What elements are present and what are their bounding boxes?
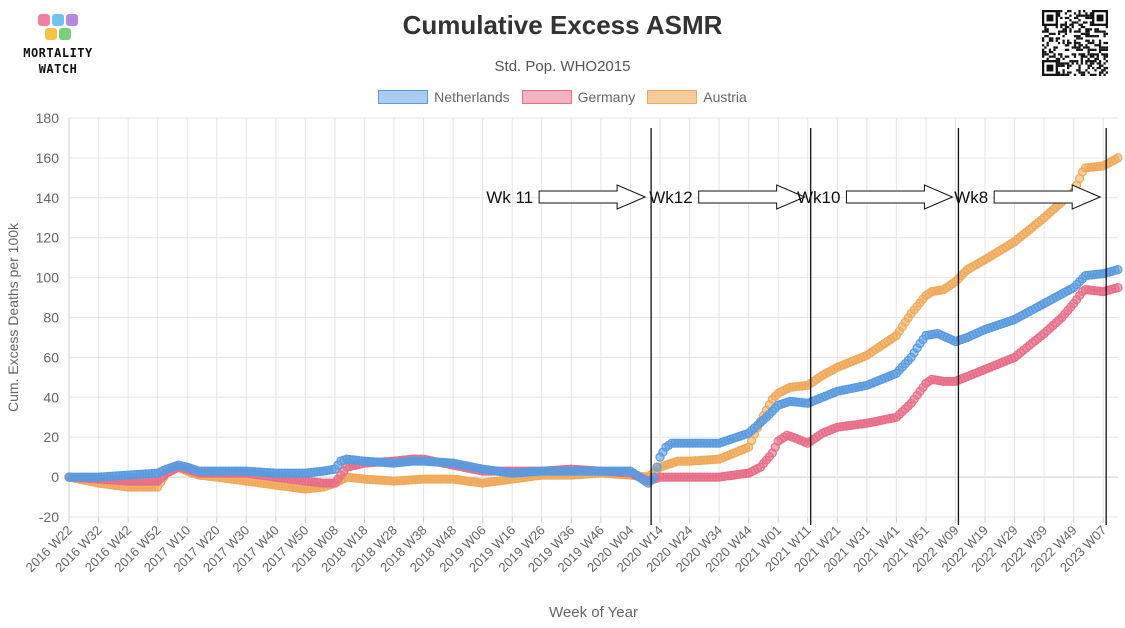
- y-tick-label: 120: [36, 230, 60, 246]
- annotation-arrow: [845, 184, 954, 210]
- qr-code-icon[interactable]: [1042, 10, 1108, 76]
- y-tick-label: 180: [36, 110, 60, 126]
- y-axis-title: Cum. Excess Deaths per 100k: [5, 222, 21, 412]
- mortality-watch-logo: MORTALITY WATCH: [8, 10, 108, 82]
- legend-label-austria: Austria: [703, 89, 747, 105]
- data-point-netherlands: [652, 462, 662, 472]
- annotation-label: Wk 11: [486, 188, 533, 207]
- data-point-netherlands: [649, 472, 659, 482]
- logo-text-line1: MORTALITY: [23, 46, 93, 60]
- logo-text-line2: WATCH: [38, 62, 78, 76]
- y-tick-label: 160: [36, 150, 60, 166]
- data-point-austria: [1113, 153, 1123, 163]
- y-tick-label: 100: [36, 270, 60, 286]
- logo-icon: [38, 14, 78, 40]
- annotation-arrow: [698, 184, 806, 210]
- data-point-netherlands: [1113, 265, 1123, 275]
- legend-swatch-netherlands: [378, 90, 429, 104]
- chart-legend: Netherlands Germany Austria: [0, 89, 1125, 105]
- legend-label-netherlands: Netherlands: [434, 89, 510, 105]
- y-tick-label: 0: [51, 469, 59, 485]
- x-axis-title: Week of Year: [549, 604, 638, 621]
- y-tick-label: 80: [43, 310, 59, 326]
- legend-item-netherlands[interactable]: Netherlands: [378, 89, 510, 105]
- annotation-label: Wk12: [649, 188, 692, 207]
- legend-item-germany[interactable]: Germany: [521, 89, 636, 105]
- chart-title: Cumulative Excess ASMR: [402, 10, 723, 40]
- annotation-label: Wk10: [797, 188, 840, 207]
- chart-subtitle: Std. Pop. WHO2015: [494, 58, 631, 75]
- legend-item-austria[interactable]: Austria: [647, 89, 747, 105]
- y-tick-label: -20: [39, 509, 59, 525]
- y-tick-label: 40: [43, 389, 59, 405]
- y-tick-label: 60: [43, 349, 59, 365]
- annotation-arrow: [993, 184, 1102, 210]
- data-point-germany: [1113, 282, 1123, 293]
- series-netherlands: [64, 265, 1123, 488]
- series-germany: [64, 282, 1123, 488]
- legend-label-germany: Germany: [577, 89, 636, 105]
- y-tick-label: 20: [43, 429, 59, 445]
- legend-swatch-austria: [647, 90, 698, 104]
- y-tick-label: 140: [36, 190, 60, 206]
- annotation-arrow: [538, 184, 647, 210]
- annotation-label: Wk8: [954, 188, 988, 207]
- legend-swatch-germany: [521, 90, 572, 104]
